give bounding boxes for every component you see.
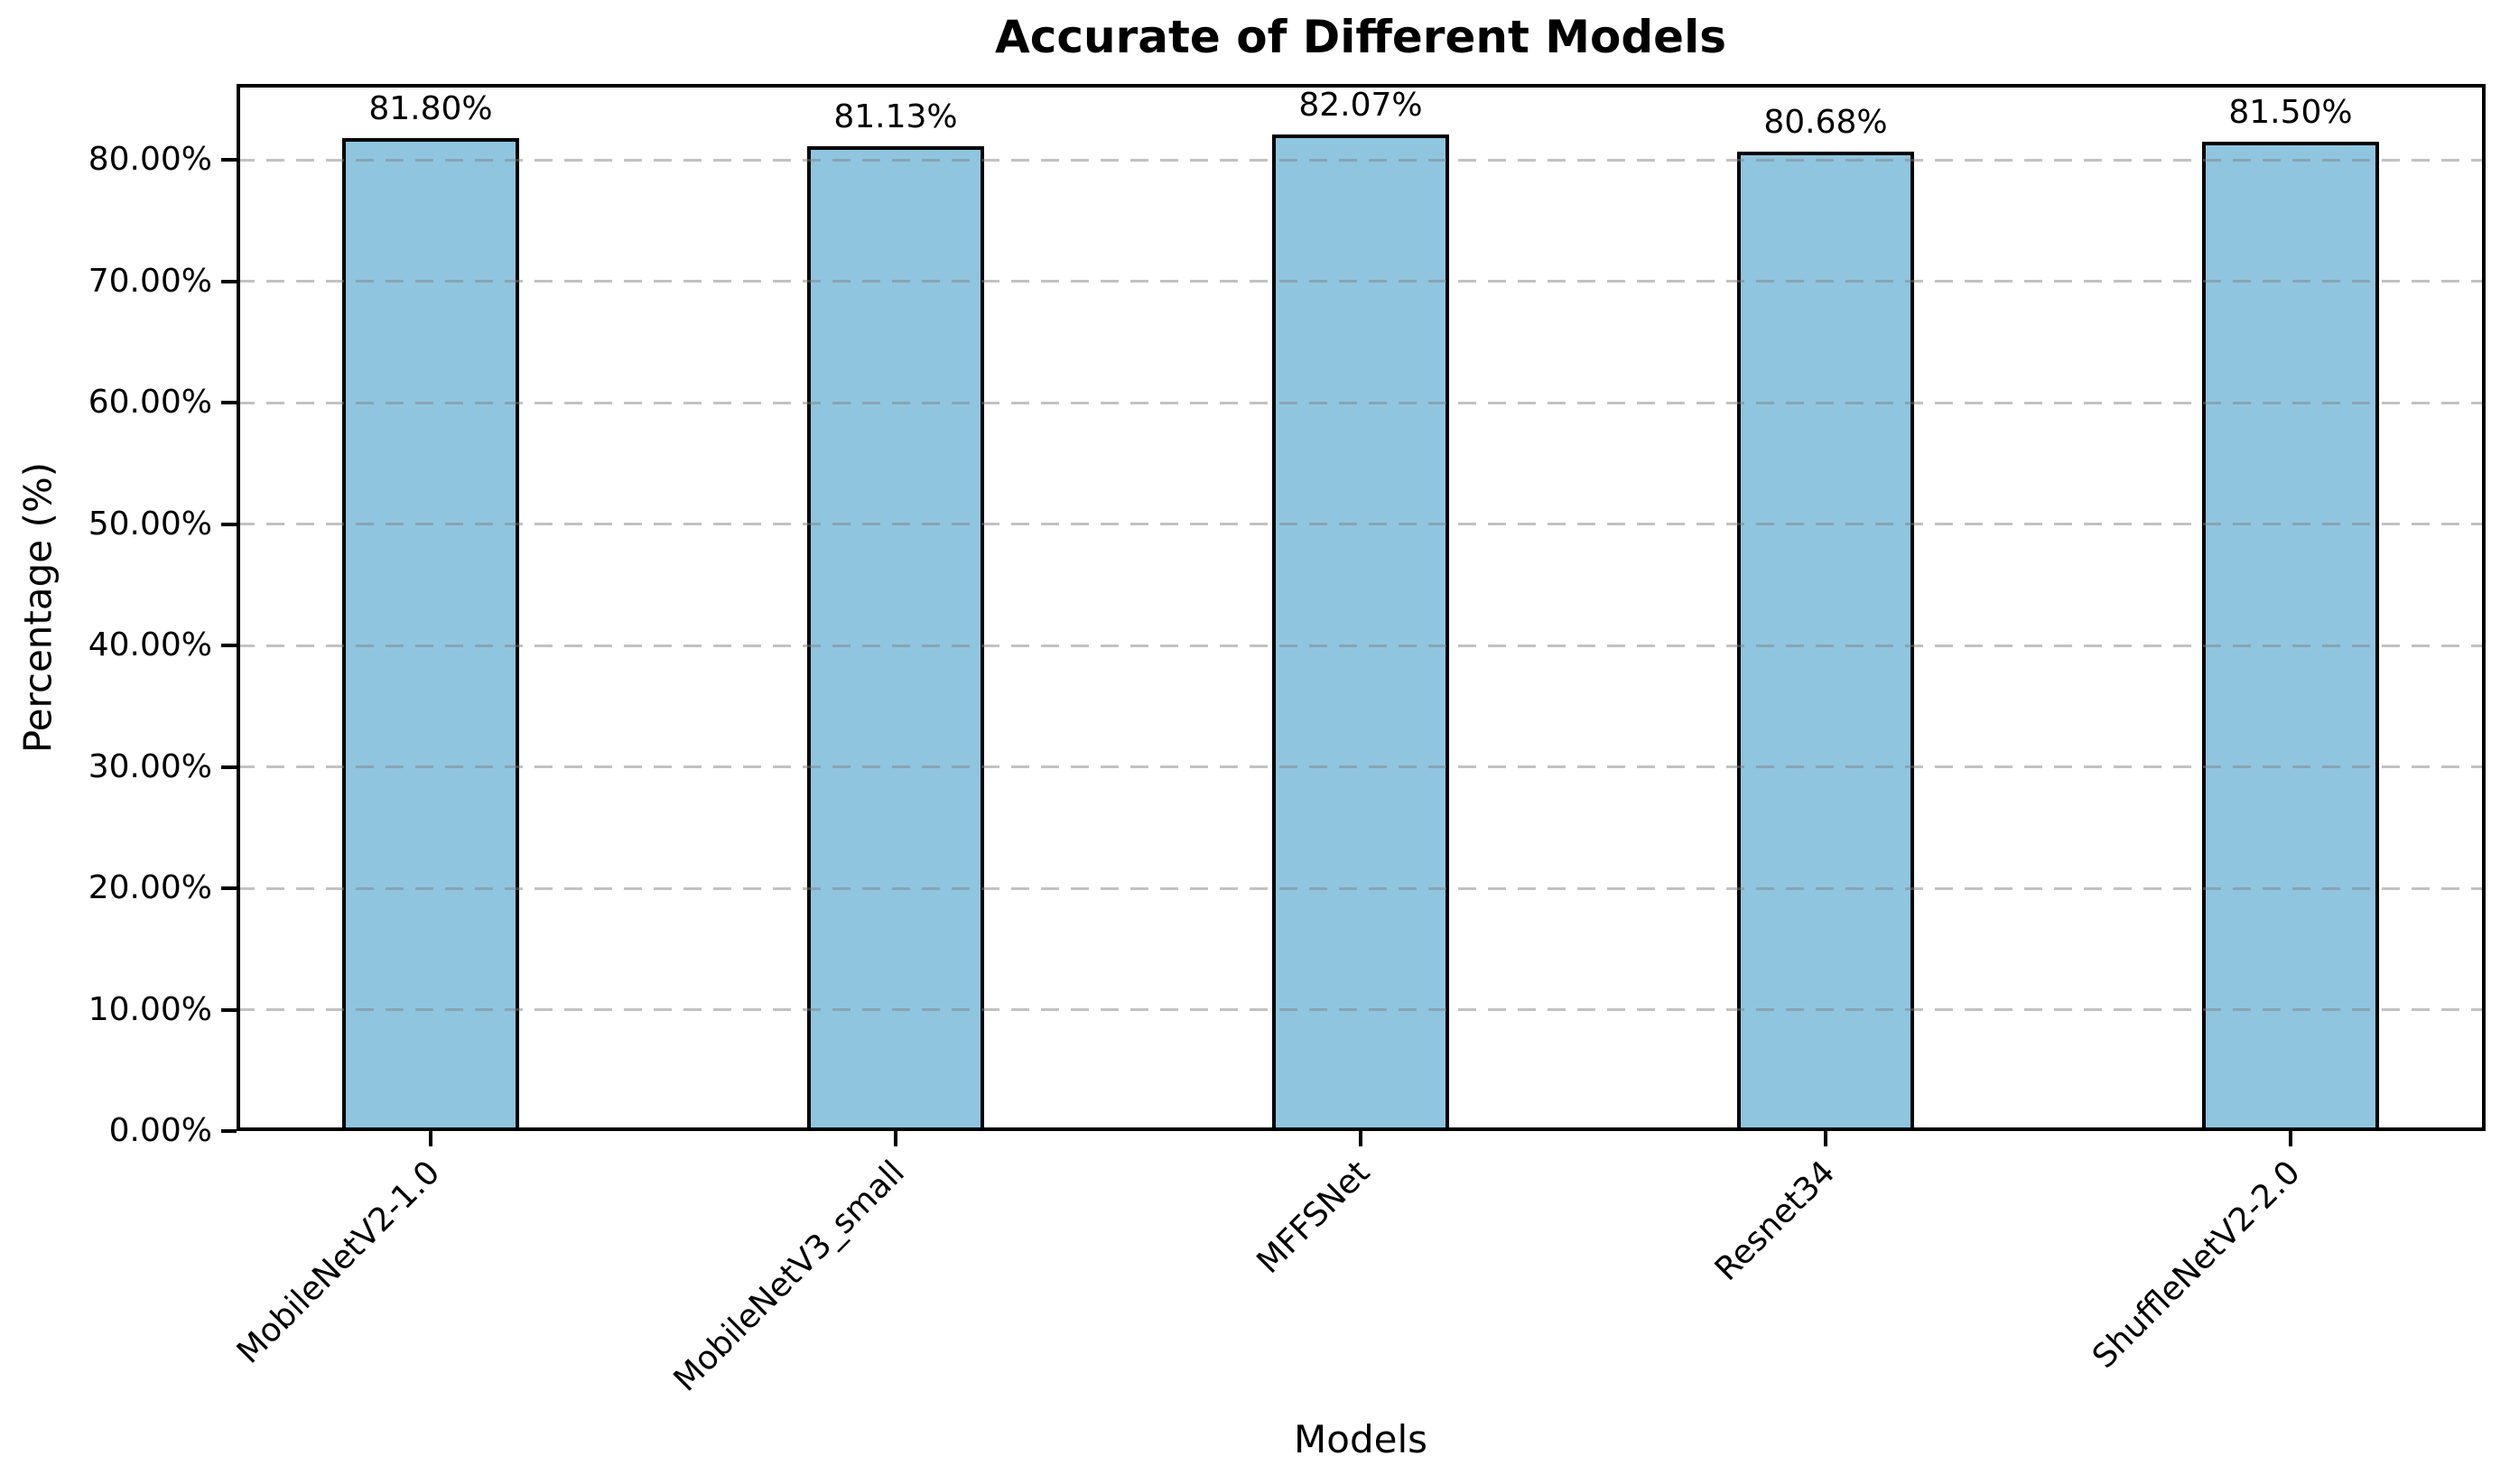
plot-area: 0.00% 10.00% 20.00% 30.00% 40.00% 50.00% 60.00… xyxy=(88,84,2486,1399)
x-axis-label: Models xyxy=(1294,1417,1427,1461)
bar xyxy=(1272,134,1449,1131)
x-tick-label: MFFSNet xyxy=(1250,1154,1378,1281)
y-tick-mark xyxy=(221,522,237,526)
y-tick-mark xyxy=(221,1007,237,1012)
y-tick-mark xyxy=(221,1129,237,1133)
x-tick-label: MobileNetV2-1.0 xyxy=(229,1154,448,1371)
gridline xyxy=(237,1008,2486,1011)
y-tick-mark xyxy=(221,644,237,648)
y-tick-mark xyxy=(221,765,237,769)
y-tick-label: 80.00% xyxy=(88,141,212,179)
gridline xyxy=(237,765,2486,769)
bar-value-label: 81.80% xyxy=(368,89,493,127)
y-tick-label: 30.00% xyxy=(88,747,212,785)
bar xyxy=(2202,141,2379,1131)
bar xyxy=(1737,151,1914,1131)
bar-value-label: 81.50% xyxy=(2228,93,2353,131)
x-tick-mark xyxy=(429,1131,432,1146)
x-tick-label: Resnet34 xyxy=(1707,1154,1843,1288)
y-tick-label: 70.00% xyxy=(88,262,212,300)
y-tick-label: 50.00% xyxy=(88,505,212,543)
gridline xyxy=(237,644,2486,647)
y-tick-label: 20.00% xyxy=(88,869,212,906)
bar xyxy=(807,145,984,1131)
bar-value-label: 82.07% xyxy=(1298,87,1423,125)
y-tick-mark xyxy=(221,886,237,890)
y-tick-label: 40.00% xyxy=(88,626,212,664)
chart-title: Accurate of Different Models xyxy=(995,11,1726,63)
gridline xyxy=(237,280,2486,283)
y-tick-mark xyxy=(221,158,237,162)
gridline xyxy=(237,158,2486,162)
gridline xyxy=(237,886,2486,890)
bar-value-label: 81.13% xyxy=(833,97,958,135)
bar-value-label: 80.68% xyxy=(1763,103,1888,141)
gridline xyxy=(237,523,2486,526)
y-tick-mark xyxy=(221,279,237,283)
y-tick-label: 10.00% xyxy=(88,990,212,1028)
x-tick-mark xyxy=(1359,1131,1362,1146)
y-tick-label: 60.00% xyxy=(88,384,212,422)
x-tick-mark xyxy=(2289,1131,2292,1146)
y-tick-mark xyxy=(221,401,237,405)
y-tick-label: 0.00% xyxy=(108,1112,212,1149)
gridline xyxy=(237,401,2486,404)
bar xyxy=(342,137,519,1131)
x-tick-label: ShuffleNetV2-2.0 xyxy=(2085,1154,2308,1376)
x-tick-label: MobileNetV3_small xyxy=(666,1154,913,1399)
x-tick-mark xyxy=(1824,1131,1827,1146)
y-axis-label: Percentage (%) xyxy=(15,461,60,754)
x-tick-mark xyxy=(894,1131,897,1146)
